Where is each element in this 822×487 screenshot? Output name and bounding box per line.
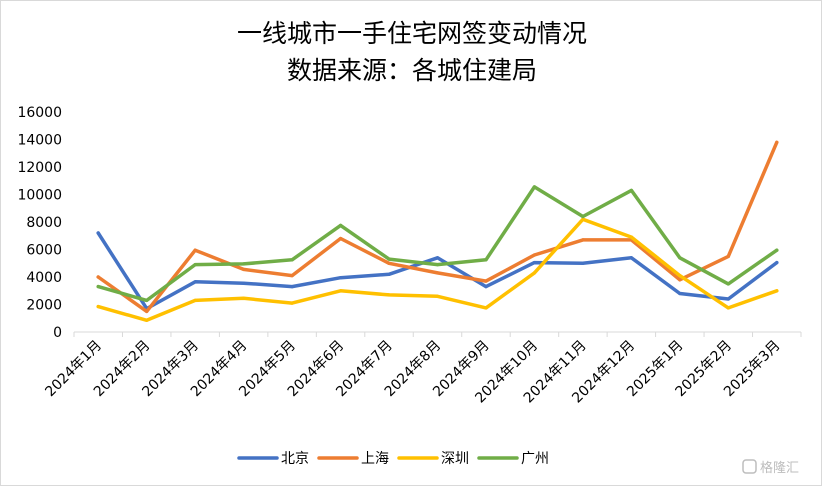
data-point xyxy=(387,257,391,261)
data-point xyxy=(193,298,197,302)
data-point xyxy=(96,231,100,235)
data-point xyxy=(484,279,488,283)
series-line-1 xyxy=(96,140,779,314)
data-point xyxy=(290,274,294,278)
data-point xyxy=(96,305,100,309)
y-tick-label: 6000 xyxy=(26,243,62,259)
data-point xyxy=(775,140,779,144)
data-point xyxy=(678,291,682,296)
data-point xyxy=(581,261,585,265)
data-point xyxy=(339,289,343,293)
data-point xyxy=(726,282,730,286)
data-point xyxy=(581,214,585,219)
data-point xyxy=(193,263,197,267)
y-tick-label: 8000 xyxy=(26,215,62,231)
data-point xyxy=(629,235,634,239)
data-point xyxy=(96,285,100,289)
data-point xyxy=(242,281,246,285)
data-point xyxy=(775,261,779,265)
legend-label: 上海 xyxy=(361,451,389,467)
data-point xyxy=(290,258,294,262)
legend-item-2: 深圳 xyxy=(397,451,469,467)
legend-label: 北京 xyxy=(281,451,309,467)
data-point xyxy=(484,306,488,310)
y-tick-label: 2000 xyxy=(26,298,62,314)
data-point xyxy=(242,267,246,271)
data-point xyxy=(145,318,149,322)
data-point xyxy=(145,298,149,302)
data-point xyxy=(290,301,294,305)
data-point xyxy=(726,297,730,301)
chart-subtitle: 数据来源：各城住建局 xyxy=(287,56,537,85)
y-tick-label: 14000 xyxy=(17,133,62,149)
y-tick-label: 4000 xyxy=(26,270,62,286)
data-point xyxy=(193,280,197,284)
legend-item-1: 上海 xyxy=(317,451,389,467)
data-point xyxy=(484,258,488,262)
data-point xyxy=(532,253,537,257)
data-point xyxy=(726,254,730,258)
legend: 北京 上海 深圳 广州 xyxy=(237,451,549,467)
data-point xyxy=(193,248,197,252)
data-point xyxy=(387,261,391,265)
data-point xyxy=(145,309,149,313)
legend-item-0: 北京 xyxy=(237,451,309,467)
data-point xyxy=(775,248,779,252)
y-tick-label: 16000 xyxy=(17,105,62,121)
data-point xyxy=(242,296,246,300)
data-point xyxy=(339,276,343,280)
chart-title: 一线城市一手住宅网签变动情况 xyxy=(237,19,587,48)
data-point xyxy=(678,274,682,278)
data-point xyxy=(678,278,682,282)
series-line-2 xyxy=(96,217,779,323)
data-point xyxy=(435,263,440,267)
data-point xyxy=(242,262,246,266)
watermark: 格隆汇 xyxy=(742,459,799,476)
data-point xyxy=(339,236,343,241)
data-point xyxy=(435,256,440,260)
data-point xyxy=(435,271,440,275)
y-tick-label: 10000 xyxy=(17,188,62,204)
data-point xyxy=(532,261,537,265)
plot-area xyxy=(96,140,779,323)
watermark-text: 格隆汇 xyxy=(760,460,799,476)
data-point xyxy=(532,271,537,275)
data-point xyxy=(581,217,585,221)
data-point xyxy=(387,272,391,276)
data-point xyxy=(435,294,440,298)
data-point xyxy=(484,285,488,289)
legend-label: 广州 xyxy=(521,451,549,467)
data-point xyxy=(726,306,730,310)
watermark-logo-icon xyxy=(742,459,757,474)
data-point xyxy=(581,238,585,242)
data-point xyxy=(387,293,391,297)
legend-label: 深圳 xyxy=(441,451,469,467)
data-point xyxy=(775,289,779,293)
legend-item-3: 广州 xyxy=(477,451,549,467)
data-point xyxy=(339,223,343,227)
y-tick-label: 0 xyxy=(53,325,62,341)
data-point xyxy=(290,285,294,289)
data-point xyxy=(629,188,634,192)
data-point xyxy=(532,185,537,189)
axes: 0200040006000800010000120001400016000202… xyxy=(17,105,802,406)
data-point xyxy=(96,275,100,279)
y-tick-label: 12000 xyxy=(17,160,62,176)
data-point xyxy=(678,256,682,260)
data-point xyxy=(629,256,634,260)
